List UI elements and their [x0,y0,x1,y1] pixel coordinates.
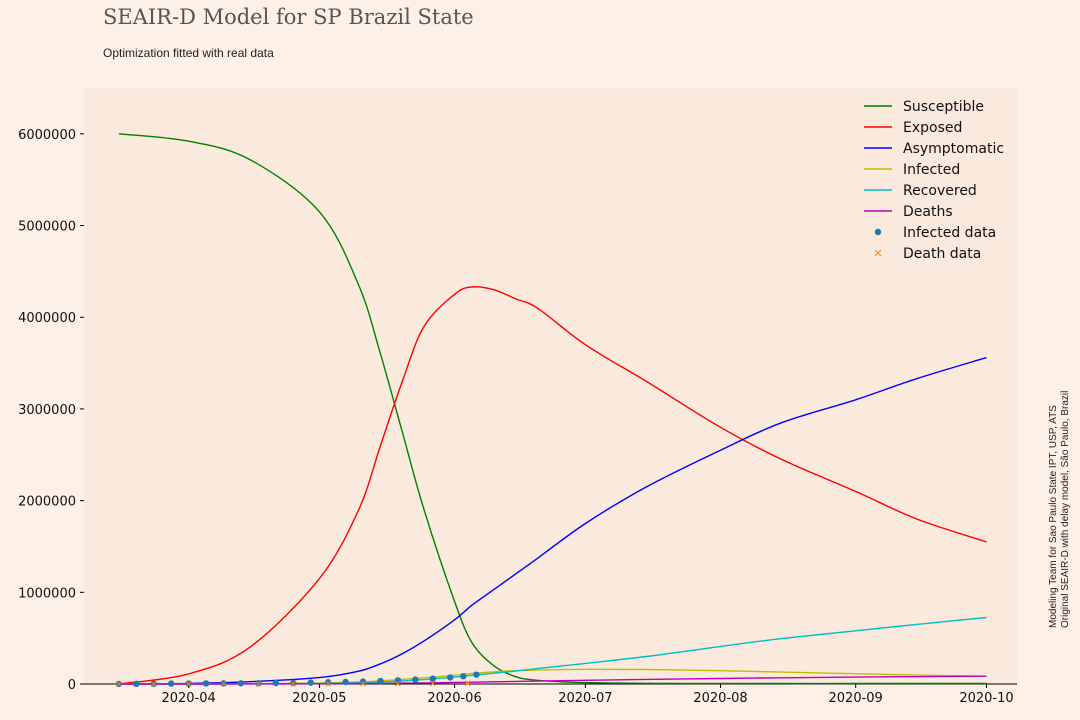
infected-data-point [473,671,480,678]
infected-data-point [167,680,175,687]
infected-data-point [359,678,367,685]
x-tick-label: 2020-04 [161,691,215,706]
y-tick-label: 3000000 [18,403,76,418]
y-tick-label: 5000000 [18,220,76,235]
legend-swatch [874,228,882,236]
chart-subtitle: Optimization fitted with real data [103,46,274,60]
death-data-point [185,681,192,687]
legend-label: Death data [903,246,981,262]
series-lines [118,133,987,685]
infected-data-point [377,677,384,685]
infected-data-point [133,680,140,688]
infected-data-point [394,677,402,684]
deaths-line [118,675,987,685]
legend: Susceptible Exposed Asymptomatic Infected Re… [864,99,1004,262]
y-tick-label: 4000000 [18,311,76,326]
legend-item-deaths: Deaths [864,204,953,220]
legend-swatch [874,249,882,257]
death-data-point [464,680,471,687]
death-data-point [429,680,436,687]
exposed-line [118,286,987,685]
death-data-point [220,681,227,687]
plot-background [84,88,1017,684]
legend-item-asymptomatic: Asymptomatic [864,141,1004,157]
infected-data-point [324,679,332,686]
infected-data-point [290,679,297,687]
x-tick-label: 2020-09 [829,691,883,706]
legend-label: Asymptomatic [903,141,1004,157]
y-tick-label: 1000000 [18,586,76,601]
x-tick-label: 2020-07 [558,691,612,706]
legend-item-recovered: Recovered [864,183,977,199]
legend-label: Deaths [903,204,953,220]
credit-line-2: Original SEAIR-D with delay model, São P… [1060,390,1071,628]
legend-label: Susceptible [903,99,984,115]
legend-item-susceptible: Susceptible [864,99,984,115]
infected-data-point [429,675,436,682]
legend-label: Infected data [903,225,996,241]
y-tick-label: 0 [68,678,76,693]
infected-data-point [307,679,314,686]
legend-label: Exposed [903,120,962,136]
death-data-point [395,680,401,687]
data-points [115,671,480,688]
chart-title: SEAIR-D Model for SP Brazil State [103,5,474,29]
credit-text: Modeling Team for Sao Paulo State IPT, U… [1048,391,1072,628]
legend-item-death-data: Death data [874,246,981,262]
x-tick-label: 2020-08 [693,691,747,706]
credit-line-1: Modeling Team for Sao Paulo State IPT, U… [1048,405,1059,628]
x-tick-label: 2020-05 [292,691,346,706]
y-tick-label: 6000000 [18,128,76,143]
infected-data-point [202,680,210,687]
infected-data-point [272,679,280,687]
legend-item-infected-data: Infected data [874,225,996,241]
asymptomatic-line [118,356,987,685]
death-data-point [150,681,157,687]
death-data-point [116,681,122,687]
legend-item-exposed: Exposed [864,120,962,136]
y-tick-label: 2000000 [18,495,76,510]
susceptible-line [118,133,987,685]
death-data-point [255,681,262,687]
infected-data-point [255,679,262,687]
x-tick-label: 2020-10 [959,691,1013,706]
death-data-point [360,680,366,687]
axes: 0 1000000 2000000 3000000 4000000 5000000 6000… [18,128,1017,706]
legend-label: Recovered [903,183,977,199]
infected-data-point [342,678,349,686]
infected-data-point [412,676,419,683]
infected-data-point [237,680,245,687]
x-tick-label: 2020-06 [427,691,481,706]
death-data-point [325,680,332,687]
death-data-point [290,681,297,687]
infected-data-point [447,674,454,681]
infected-data-point [460,673,467,680]
legend-item-infected: Infected [864,162,960,178]
legend-label: Infected [903,162,960,178]
